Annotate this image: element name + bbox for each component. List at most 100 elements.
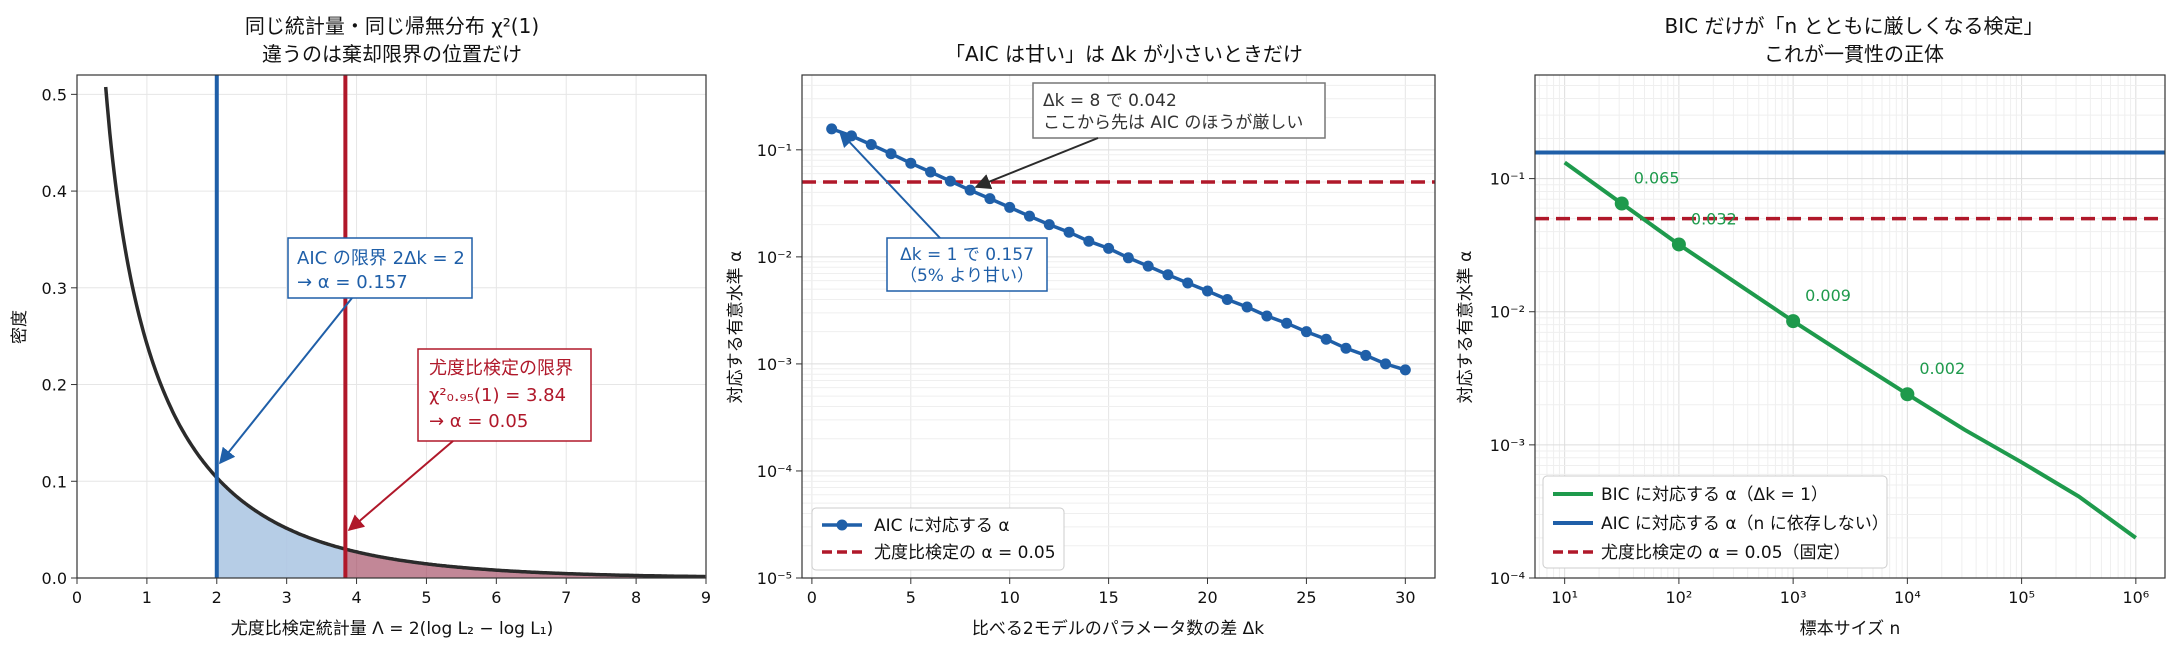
panel1-x-tick-label: 5 xyxy=(421,588,431,607)
aic-annotation-box xyxy=(287,237,473,299)
legend-bic-label: BIC に対応する α（Δk = 1） xyxy=(1601,485,1828,505)
aic-annotation-line2: → α = 0.157 xyxy=(297,272,408,293)
panel3-xlabel: 標本サイズ n xyxy=(1800,619,1901,639)
panel1-y-ticks: 0.0 0.1 0.2 0.3 0.4 0.5 xyxy=(42,85,77,588)
panel1-x-tick-label: 7 xyxy=(561,588,571,607)
lrt-annotation-line1: 尤度比検定の限界 xyxy=(429,358,573,379)
aic-alpha-point xyxy=(1162,269,1174,281)
dk8-annotation-box xyxy=(1032,82,1326,139)
lrt-annotation-line2: χ²₀.₉₅(1) = 3.84 xyxy=(429,385,566,406)
panel1-y-tick-label: 0.2 xyxy=(42,376,67,395)
lrt-annotation-box xyxy=(417,348,592,442)
panel-aic-alpha-by-dk: 「AIC は甘い」は Δk が小さいときだけ 0 5 10 15 20 25 30 10⁻⁵… xyxy=(726,42,1436,639)
panel3-ylabel: 対応する有意水準 α xyxy=(1456,251,1476,404)
aic-alpha-point xyxy=(1360,349,1372,361)
panel3-frame xyxy=(1534,74,2166,579)
panel2-y-ticks: 10⁻⁵ 10⁻⁴ 10⁻³ 10⁻² 10⁻¹ xyxy=(757,141,802,588)
aic-alpha-point xyxy=(984,193,996,205)
bic-alpha-marker-label: 0.002 xyxy=(1919,359,1965,378)
panel1-y-tick-label: 0.4 xyxy=(42,182,67,201)
panel3-x-tick-label: 10⁵ xyxy=(2008,588,2035,607)
aic-alpha-point xyxy=(1320,333,1332,345)
panel-bic-alpha-by-n: BIC だけが「n とともに厳しくなる検定」 これが一貫性の正体 0.0650.… xyxy=(1456,14,2166,639)
legend-lrt-label: 尤度比検定の α = 0.05 xyxy=(874,543,1056,563)
aic-alpha-point xyxy=(865,139,877,151)
bic-alpha-marker xyxy=(1671,237,1686,252)
aic-alpha-point xyxy=(905,157,917,169)
legend-aic-const-label: AIC に対応する α（n に依存しない） xyxy=(1601,514,1889,534)
aic-alpha-point xyxy=(1122,252,1134,264)
panel1-x-ticks: 0 1 2 3 4 5 6 7 8 9 xyxy=(72,578,711,607)
panel1-y-tick-label: 0.0 xyxy=(42,569,67,588)
aic-alpha-point xyxy=(1043,219,1055,231)
panel3-legend: BIC に対応する α（Δk = 1） AIC に対応する α（n に依存しない… xyxy=(1542,475,1889,569)
aic-alpha-point xyxy=(1261,310,1273,322)
aic-annotation-line1: AIC の限界 2Δk = 2 xyxy=(297,248,465,269)
panel3-x-tick-label: 10² xyxy=(1666,588,1693,607)
panel3-subtitle: これが一貫性の正体 xyxy=(1764,42,1944,66)
aic-alpha-point xyxy=(885,148,897,160)
panel1-x-tick-label: 6 xyxy=(491,588,501,607)
aic-alpha-point xyxy=(1063,226,1075,238)
panel3-y-ticks: 10⁻⁴ 10⁻³ 10⁻² 10⁻¹ xyxy=(1490,170,1535,588)
panel1-y-tick-label: 0.3 xyxy=(42,279,67,298)
aic-alpha-point xyxy=(1142,260,1154,272)
aic-alpha-point xyxy=(944,175,956,187)
panel2-x-tick-label: 30 xyxy=(1395,588,1415,607)
panel3-title: BIC だけが「n とともに厳しくなる検定」 xyxy=(1665,14,2044,38)
legend-aic-marker xyxy=(836,519,848,531)
panel3-y-tick-label: 10⁻¹ xyxy=(1490,170,1525,189)
panel1-subtitle: 違うのは棄却限界の位置だけ xyxy=(262,42,522,66)
panel2-x-tick-label: 25 xyxy=(1296,588,1316,607)
panel2-y-tick-label: 10⁻⁴ xyxy=(757,462,792,481)
panel2-y-tick-label: 10⁻² xyxy=(757,248,792,267)
bic-alpha-marker xyxy=(1900,387,1915,402)
panel2-x-ticks: 0 5 10 15 20 25 30 xyxy=(807,578,1416,607)
panel2-xlabel: 比べる2モデルのパラメータ数の差 Δk xyxy=(972,618,1264,639)
bic-alpha-markers: 0.065 0.032 0.009 0.002 xyxy=(1614,169,1965,402)
aic-alpha-point xyxy=(1281,317,1293,329)
chi-square-density-curve xyxy=(103,86,706,579)
panel3-x-tick-label: 10³ xyxy=(1780,588,1807,607)
dk8-annotation-line1: Δk = 8 で 0.042 xyxy=(1043,91,1177,111)
aic-annotation-arrow xyxy=(219,297,353,465)
dk1-annotation-arrow xyxy=(838,130,941,239)
panel2-y-tick-label: 10⁻³ xyxy=(757,355,792,374)
panel3-legend-box xyxy=(1542,475,1888,569)
panel2-x-tick-label: 15 xyxy=(1098,588,1118,607)
aic-alpha-point xyxy=(925,166,937,178)
panel1-x-tick-label: 8 xyxy=(631,588,641,607)
aic-alpha-point xyxy=(1221,293,1233,305)
aic-alpha-point xyxy=(1004,201,1016,213)
aic-alpha-point xyxy=(1182,277,1194,289)
panel1-ylabel: 密度 xyxy=(10,310,30,344)
dk1-annotation-line1: Δk = 1 で 0.157 xyxy=(900,245,1034,265)
panel3-y-tick-label: 10⁻⁴ xyxy=(1490,569,1525,588)
aic-alpha-point xyxy=(1103,242,1115,254)
dk1-annotation-line2: （5% より甘い） xyxy=(900,266,1034,286)
bic-alpha-marker xyxy=(1786,314,1801,329)
panel1-x-tick-label: 9 xyxy=(701,588,711,607)
aic-alpha-point xyxy=(1340,342,1352,354)
bic-alpha-marker xyxy=(1614,196,1629,211)
aic-alpha-point xyxy=(1399,364,1411,376)
panel-chi-square-density: 同じ統計量・同じ帰無分布 χ²(1) 違うのは棄却限界の位置だけ 0 1 2 3 4 5 6… xyxy=(10,14,711,639)
aic-alpha-point xyxy=(826,123,838,135)
aic-rejection-region-fill xyxy=(216,477,346,578)
panel3-y-tick-label: 10⁻² xyxy=(1490,303,1525,322)
panel3-x-tick-label: 10⁶ xyxy=(2122,588,2149,607)
aic-alpha-point xyxy=(1202,285,1214,297)
panel2-gridlines xyxy=(802,74,1435,579)
aic-alpha-point xyxy=(1083,235,1095,247)
panel2-y-tick-label: 10⁻¹ xyxy=(757,141,792,160)
panel1-x-tick-label: 0 xyxy=(72,588,82,607)
panel2-legend: AIC に対応する α 尤度比検定の α = 0.05 xyxy=(811,507,1065,571)
panel1-x-tick-label: 1 xyxy=(142,588,152,607)
bic-alpha-marker-label: 0.009 xyxy=(1805,286,1851,305)
dk1-annotation-box xyxy=(886,237,1048,292)
panel1-x-tick-label: 3 xyxy=(282,588,292,607)
dk8-annotation-arrow xyxy=(974,137,1099,190)
dk8-annotation-line2: ここから先は AIC のほうが厳しい xyxy=(1043,113,1303,133)
panel2-ylabel: 対応する有意水準 α xyxy=(726,251,746,404)
panel1-tail-fills xyxy=(216,477,706,578)
